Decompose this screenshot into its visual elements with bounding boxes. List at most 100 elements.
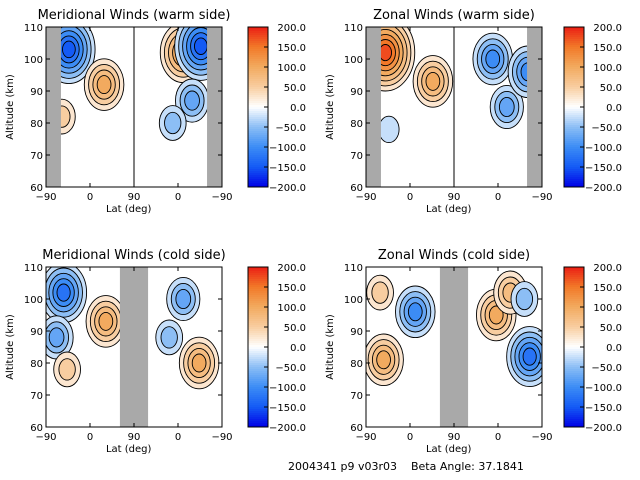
y-tick-label: 60 (350, 423, 363, 434)
colorbar-tick-label: −150.0 (585, 403, 622, 414)
colorbar-segment (248, 331, 268, 334)
colorbar-segment (248, 67, 268, 70)
wind-contour (407, 302, 423, 322)
colorbar-segment (564, 103, 584, 106)
colorbar-segment (564, 377, 584, 380)
wind-contour (48, 327, 65, 348)
plot-area (46, 27, 222, 187)
colorbar-tick-label: 100.0 (593, 63, 622, 74)
colorbar-segment (564, 321, 584, 324)
colorbar-segment (248, 347, 268, 350)
colorbar-segment (248, 39, 268, 42)
colorbar-segment (564, 423, 584, 426)
colorbar-segment (248, 275, 268, 278)
colorbar-segment (248, 121, 268, 124)
colorbar-tick-label: −50.0 (275, 123, 306, 134)
wind-contour (378, 44, 393, 62)
colorbar-segment (248, 307, 268, 310)
colorbar-segment (564, 323, 584, 326)
colorbar-segment (248, 27, 268, 30)
colorbar-segment (248, 401, 268, 404)
colorbar-segment (564, 311, 584, 314)
wind-contour (515, 287, 534, 311)
y-tick-label: 80 (350, 359, 363, 370)
colorbar-segment (248, 161, 268, 164)
colorbar-segment (248, 353, 268, 356)
colorbar-segment (564, 127, 584, 130)
colorbar-segment (248, 81, 268, 84)
colorbar-segment (564, 49, 584, 52)
colorbar-segment (248, 57, 268, 60)
colorbar-segment (248, 145, 268, 148)
colorbar: 200.0 150.0 100.0 50.0 0.0 −50.0 −100.0 −150.0 −… (563, 23, 622, 194)
colorbar-segment (564, 425, 584, 428)
colorbar-segment (248, 31, 268, 34)
wind-contour (371, 281, 389, 304)
colorbar-segment (248, 277, 268, 280)
colorbar-segment (248, 343, 268, 346)
y-tick-label: 100 (24, 55, 43, 66)
colorbar-segment (248, 141, 268, 144)
colorbar-segment (564, 283, 584, 286)
colorbar-segment (564, 391, 584, 394)
colorbar-segment (564, 113, 584, 116)
colorbar-segment (564, 267, 584, 270)
colorbar-segment (248, 399, 268, 402)
colorbar-segment (248, 119, 268, 122)
colorbar-segment (564, 117, 584, 120)
colorbar-segment (564, 183, 584, 186)
colorbar-segment (248, 397, 268, 400)
chart-title: Meridional Winds (cold side) (42, 248, 225, 263)
y-axis-label: Altitude (km) (325, 314, 336, 380)
colorbar-tick-label: 200.0 (593, 23, 622, 34)
colorbar-segment (248, 167, 268, 170)
colorbar-tick-label: 150.0 (277, 43, 306, 54)
colorbar-segment (248, 73, 268, 76)
data-gap (134, 27, 140, 187)
colorbar-segment (564, 315, 584, 318)
y-tick-label: 90 (350, 327, 363, 338)
colorbar-segment (564, 279, 584, 282)
colorbar-segment (248, 417, 268, 420)
colorbar-segment (564, 411, 584, 414)
x-tick-label: −90 (211, 192, 232, 203)
colorbar-segment (564, 313, 584, 316)
colorbar-segment (564, 47, 584, 50)
colorbar-segment (248, 117, 268, 120)
colorbar-tick-label: −100.0 (269, 143, 306, 154)
colorbar-segment (564, 77, 584, 80)
y-tick-label: 100 (344, 295, 363, 306)
chart-panel-1: Meridional Winds (warm side)110 100 90 80 70… (5, 8, 306, 215)
colorbar-segment (248, 403, 268, 406)
colorbar-tick-label: −50.0 (591, 123, 622, 134)
colorbar-segment (564, 59, 584, 62)
colorbar-segment (248, 339, 268, 342)
colorbar-segment (248, 61, 268, 64)
colorbar-segment (248, 385, 268, 388)
colorbar-segment (564, 109, 584, 112)
chart-title: Zonal Winds (warm side) (373, 8, 535, 23)
colorbar-segment (248, 359, 268, 362)
colorbar-segment (564, 91, 584, 94)
colorbar-segment (248, 159, 268, 162)
colorbar-segment (564, 327, 584, 330)
y-tick-label: 100 (344, 55, 363, 66)
colorbar-segment (248, 317, 268, 320)
colorbar-tick-label: 0.0 (606, 103, 622, 114)
colorbar-segment (564, 125, 584, 128)
colorbar-segment (564, 419, 584, 422)
colorbar-segment (564, 33, 584, 36)
colorbar-segment (248, 169, 268, 172)
colorbar-segment (564, 361, 584, 364)
colorbar-segment (564, 333, 584, 336)
colorbar-segment (248, 323, 268, 326)
colorbar-segment (564, 381, 584, 384)
colorbar-segment (248, 143, 268, 146)
wind-contour (378, 115, 400, 144)
colorbar-segment (564, 89, 584, 92)
colorbar-segment (248, 315, 268, 318)
colorbar-segment (564, 337, 584, 340)
colorbar-segment (564, 123, 584, 126)
colorbar-segment (248, 65, 268, 68)
colorbar-segment (248, 269, 268, 272)
